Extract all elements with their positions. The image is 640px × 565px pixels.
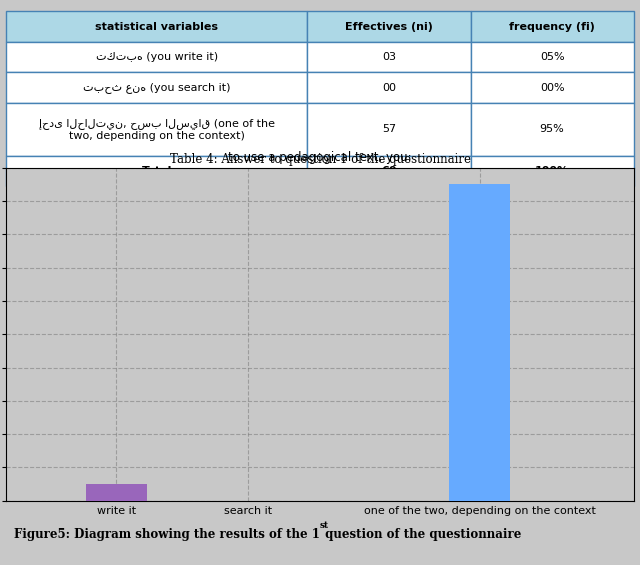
Text: st: st	[320, 521, 329, 529]
Text: Table 4: Answer to question 1 of the questionnaire: Table 4: Answer to question 1 of the que…	[170, 153, 470, 166]
Text: Figure5: Diagram showing the results of the 1: Figure5: Diagram showing the results of …	[14, 528, 320, 541]
Bar	[86, 484, 147, 501]
Text: question of the questionnaire: question of the questionnaire	[321, 528, 522, 541]
Bar	[449, 184, 510, 501]
Title: to use a pedagogical text, you:: to use a pedagogical text, you:	[228, 151, 412, 164]
